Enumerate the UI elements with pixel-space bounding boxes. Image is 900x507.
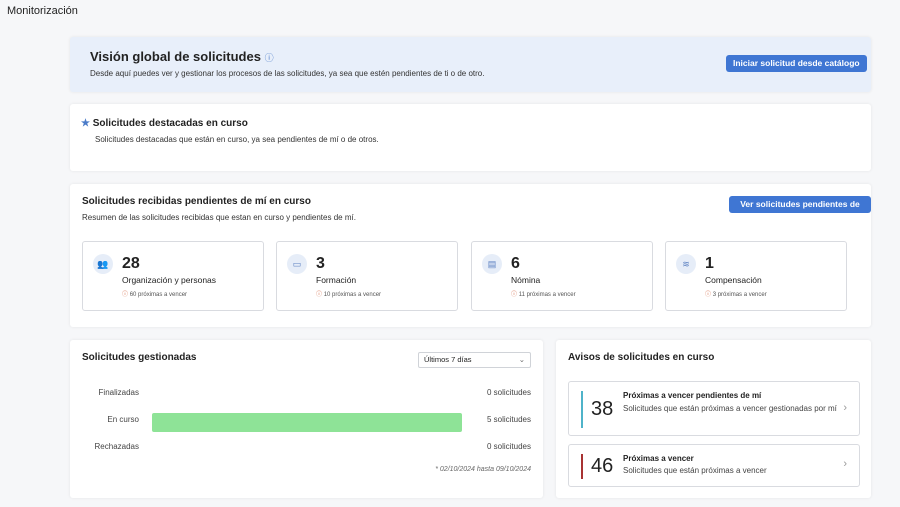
people-icon: 👥: [93, 254, 113, 274]
category-count: 6: [511, 255, 520, 272]
overview-banner: Visión global de solicitudes ⓘ Desde aqu…: [70, 37, 871, 92]
category-count: 3: [316, 255, 325, 272]
warning-icon: ⓘ: [705, 292, 712, 298]
chevron-down-icon: ⌄: [518, 355, 525, 364]
category-due: ⓘ 3 próximas a vencer: [705, 292, 767, 298]
received-section: Solicitudes recibidas pendientes de mí e…: [70, 184, 871, 327]
alert-color-bar: [581, 391, 583, 428]
category-label: Compensación: [705, 275, 762, 285]
star-icon: ★: [81, 118, 90, 129]
bar: [152, 413, 462, 432]
alert-item[interactable]: 46 Próximas a vencer Solicitudes que est…: [568, 444, 860, 487]
document-icon: ▤: [482, 254, 502, 274]
overview-title: Visión global de solicitudes ⓘ: [90, 49, 274, 64]
bar-value-label: 0 solicitudes: [486, 442, 531, 451]
alert-count: 38: [591, 398, 614, 420]
laptop-icon: ▭: [287, 254, 307, 274]
alert-title: Próximas a vencer pendientes de mí: [623, 391, 762, 400]
start-request-button[interactable]: Iniciar solicitud desde catálogo: [726, 55, 867, 72]
bar-value-label: 0 solicitudes: [486, 388, 531, 397]
chevron-right-icon: ›: [843, 458, 847, 470]
info-icon[interactable]: ⓘ: [264, 53, 274, 63]
category-label: Formación: [316, 275, 357, 285]
category-card[interactable]: ≋ 1 Compensación ⓘ 3 próximas a vencer: [665, 241, 847, 311]
warning-icon: ⓘ: [122, 292, 129, 298]
bar-category-label: En curso: [107, 415, 139, 424]
date-range-note: * 02/10/2024 hasta 09/10/2024: [435, 466, 531, 473]
bar-category-label: Finalizadas: [98, 388, 139, 397]
category-label: Organización y personas: [122, 275, 217, 285]
received-description: Resumen de las solicitudes recibidas que…: [82, 213, 356, 222]
alerts-section: Avisos de solicitudes en curso 38 Próxim…: [556, 340, 871, 498]
category-count: 1: [705, 255, 714, 272]
category-card[interactable]: ▤ 6 Nómina ⓘ 11 próximas a vencer: [471, 241, 653, 311]
alert-description: Solicitudes que están próximas a vencer: [623, 466, 767, 475]
managed-title: Solicitudes gestionadas: [82, 352, 197, 363]
view-pending-button[interactable]: Ver solicitudes pendientes de mí: [729, 196, 871, 226]
category-count: 28: [122, 255, 140, 272]
featured-title: Solicitudes destacadas en curso: [92, 118, 248, 129]
alert-title: Próximas a vencer: [623, 454, 694, 463]
alert-color-bar: [581, 454, 583, 479]
category-due: ⓘ 10 próximas a vencer: [316, 292, 382, 298]
bar-value-label: 5 solicitudes: [486, 415, 531, 424]
category-card[interactable]: ▭ 3 Formación ⓘ 10 próximas a vencer: [276, 241, 458, 311]
page-title: Monitorización: [7, 5, 78, 17]
featured-section: ★ Solicitudes destacadas en curso Solici…: [70, 104, 871, 171]
overview-description: Desde aquí puedes ver y gestionar los pr…: [90, 69, 485, 78]
alerts-title: Avisos de solicitudes en curso: [568, 352, 715, 363]
category-label: Nómina: [511, 275, 541, 285]
alert-description: Solicitudes que están próximas a vencer …: [623, 404, 837, 413]
category-card[interactable]: 👥 28 Organización y personas ⓘ 60 próximas …: [82, 241, 264, 311]
alert-item[interactable]: 38 Próximas a vencer pendientes de mí So…: [568, 381, 860, 436]
alert-count: 46: [591, 455, 614, 477]
received-title: Solicitudes recibidas pendientes de mí e…: [82, 196, 311, 207]
compensation-icon: ≋: [676, 254, 696, 274]
period-select[interactable]: Últimos 7 días ⌄: [418, 352, 531, 368]
managed-section: Solicitudes gestionadas Últimos 7 días ⌄ …: [70, 340, 543, 498]
warning-icon: ⓘ: [316, 292, 323, 298]
bar-category-label: Rechazadas: [94, 442, 139, 451]
category-due: ⓘ 60 próximas a vencer: [122, 292, 188, 298]
chevron-right-icon: ›: [843, 402, 847, 414]
featured-description: Solicitudes destacadas que están en curs…: [95, 135, 379, 144]
warning-icon: ⓘ: [511, 292, 518, 298]
category-due: ⓘ 11 próximas a vencer: [511, 292, 576, 298]
